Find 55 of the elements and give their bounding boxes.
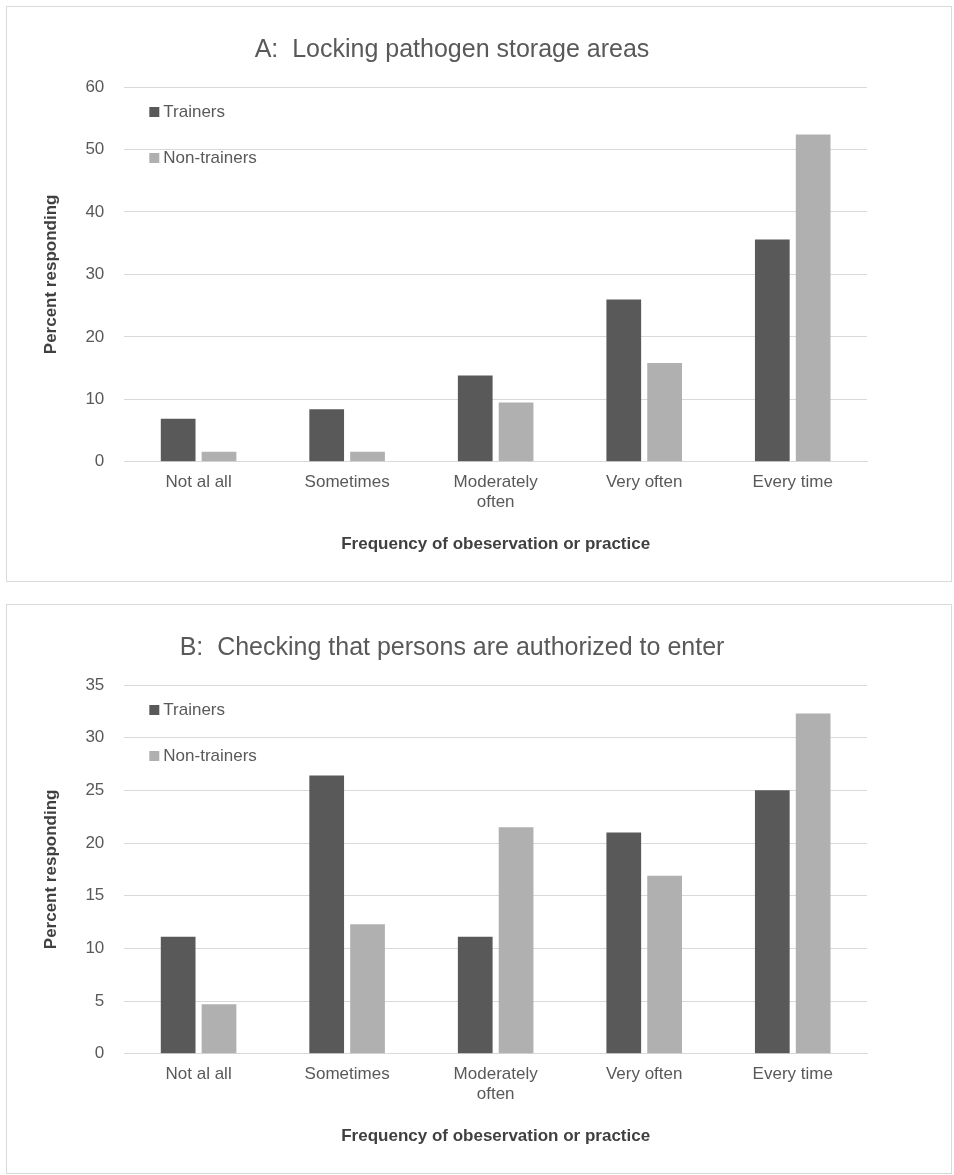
y-tick-label: 60 (85, 76, 105, 96)
x-tick-label: Very often (605, 471, 683, 491)
y-tick-label: 5 (94, 990, 105, 1010)
bar (498, 402, 534, 462)
x-tick-label: Sometimes (304, 471, 390, 491)
x-tick-label: Sometimes (304, 1063, 390, 1083)
y-tick-label: 30 (85, 264, 105, 284)
bar (754, 239, 790, 462)
y-tick-label: 40 (85, 201, 105, 221)
x-tick-label: Every time (752, 1063, 833, 1083)
x-axis-title: Frequency of obeservation or practice (341, 1126, 651, 1146)
x-tick-label: Very often (605, 1063, 683, 1083)
y-tick-label: 0 (94, 1043, 105, 1063)
y-tick-label: 0 (94, 451, 105, 471)
chart-title: A: Locking pathogen storage areas (254, 33, 650, 62)
y-axis-title: Percent responding (40, 789, 60, 950)
bar (201, 1004, 237, 1054)
x-tick-label: Moderately often (453, 1063, 539, 1104)
bar (647, 875, 682, 1054)
bar (457, 375, 493, 462)
y-tick-label: 10 (85, 938, 105, 958)
bar (160, 936, 196, 1054)
legend-label: Trainers (163, 699, 226, 719)
y-tick-label: 15 (85, 885, 105, 905)
y-tick-label: 35 (85, 674, 105, 694)
bar (606, 832, 642, 1054)
bar (350, 451, 385, 462)
bar (498, 827, 534, 1054)
legend-label: Non-trainers (163, 147, 257, 167)
bar (201, 451, 237, 462)
bar (350, 924, 385, 1054)
y-tick-label: 20 (85, 832, 105, 852)
bar (309, 409, 345, 462)
bar (795, 713, 831, 1054)
chart-title: B: Checking that persons are authorized to enter (179, 631, 725, 660)
bar (647, 363, 682, 462)
y-tick-label: 25 (85, 780, 105, 800)
bar (606, 299, 642, 462)
bar (457, 936, 493, 1054)
x-tick-label: Moderately often (453, 471, 539, 512)
x-tick-label: Every time (752, 471, 833, 491)
legend-label: Trainers (163, 101, 226, 121)
y-axis-title: Percent responding (40, 194, 60, 355)
x-tick-label: Not al all (165, 1063, 232, 1083)
y-tick-label: 50 (85, 139, 105, 159)
bar (309, 775, 345, 1054)
y-tick-label: 30 (85, 727, 105, 747)
y-tick-label: 20 (85, 326, 105, 346)
legend-label: Non-trainers (163, 745, 257, 765)
x-tick-label: Not al all (165, 471, 232, 491)
bar (754, 790, 790, 1054)
x-axis-title: Frequency of obeservation or practice (341, 534, 651, 554)
bar (795, 134, 831, 462)
bar (160, 418, 196, 462)
y-tick-label: 10 (85, 389, 105, 409)
